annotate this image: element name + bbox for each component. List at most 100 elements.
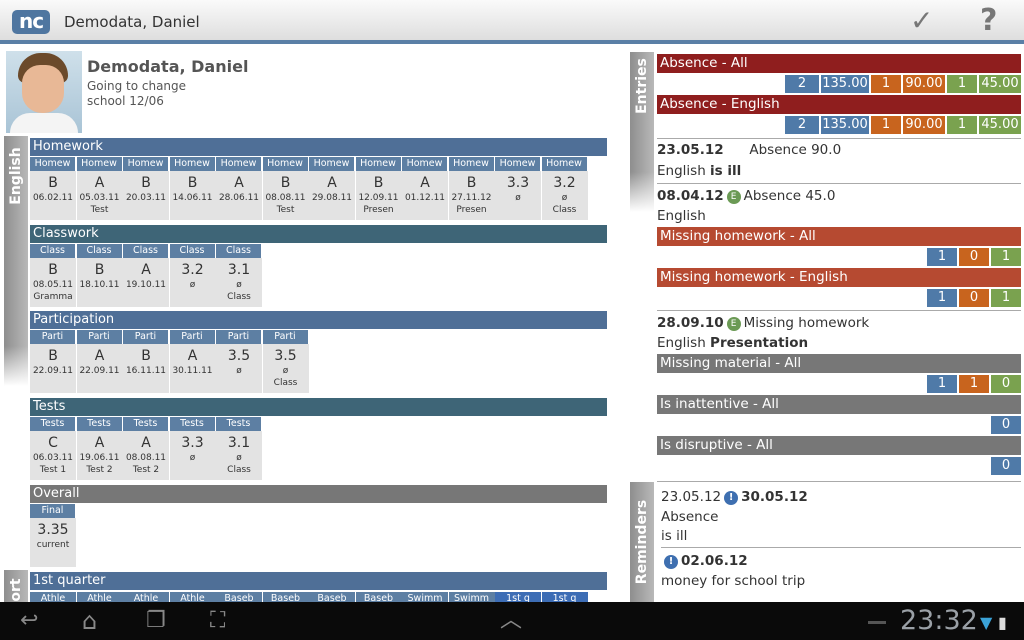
grade-date: 01.12.11 [404,193,446,203]
grade-cell[interactable]: Parti B 16.11.11 [123,330,169,393]
section-homework-header[interactable]: Homework [30,138,607,156]
grade-cell-header: Homew [402,157,448,171]
entries-tab[interactable]: Entries [630,52,654,212]
grade-value: A [234,175,244,191]
absence-english-header[interactable]: Absence - English [657,95,1021,114]
grade-cell[interactable]: Class B 08.05.11 Gramma [30,244,76,307]
grade-cell-header: Parti [169,330,216,344]
grade-value: A [94,435,105,451]
entry-comment: Presentation [710,335,809,351]
inattentive-all-header[interactable]: Is inattentive - All [657,395,1021,414]
grade-cell[interactable]: Final 3.35 current [30,504,76,567]
grade-cell[interactable]: Homew A 28.06.11 [216,157,262,220]
grade-cell[interactable]: Homew A 29.08.11 [309,157,355,220]
grade-cell[interactable]: Homew B 20.03.11 [123,157,169,220]
grades-panel[interactable]: Demodata, Daniel Going to change school … [0,48,628,602]
grade-cell[interactable]: Homew A 01.12.11 [402,157,448,220]
entry-text: Missing homework [743,315,870,331]
grade-cell[interactable]: Homew 3.3 ø [495,157,541,220]
section-quarter-header[interactable]: 1st quarter [30,572,607,590]
grade-cell[interactable]: Tests C 06.03.11 Test 1 [30,417,76,480]
grade-value: B [466,175,477,191]
grade-cell[interactable]: Homew B 12.09.11 Presen [355,157,402,220]
absence-all-header[interactable]: Absence - All [657,54,1021,73]
disruptive-all-counts: 0 [989,457,1021,475]
count-badge: 1 [927,248,957,266]
grade-comment: Presen [363,205,394,215]
sport-column-header: Athle [30,592,76,602]
section-tests-header[interactable]: Tests [30,398,607,416]
count-badge: 2 [785,116,819,134]
sport-column-header: 1st q [495,592,541,602]
grade-value: 3.1 [227,262,251,278]
reminder-to-date: 30.05.12 [741,489,808,505]
grade-cell[interactable]: Parti A 30.11.11 [169,330,216,393]
grade-date: 14.06.11 [172,193,213,203]
section-overall-header[interactable]: Overall [30,485,607,503]
entry-date: 28.09.10 [657,315,724,331]
grade-cell-header: Class [216,244,262,258]
entries-panel[interactable]: Entries Absence - All 2 135.00 1 90.00 1… [630,48,1024,602]
missing-homework-all-header[interactable]: Missing homework - All [657,227,1021,246]
back-icon[interactable]: ↩ [20,608,39,633]
sport-column-header: Swimm [402,592,448,602]
grade-comment: Presen [456,205,487,215]
grade-cell-header: Tests [30,417,76,431]
grade-value: B [280,175,291,191]
check-icon[interactable]: ✓ [910,4,934,37]
grade-date: ø [561,193,568,203]
subject-tab-sport[interactable]: ort [4,570,28,602]
grade-cell[interactable]: Tests 3.1 ø Class [216,417,262,480]
tests-grades: Tests C 06.03.11 Test 1 Tests A 19.06.11 Test 2… [30,417,263,480]
grade-comment: Test 1 [39,465,67,475]
chevron-up-icon[interactable]: ︿ [500,608,523,633]
grade-cell[interactable]: Class 3.1 ø Class [216,244,262,307]
section-classwork-header[interactable]: Classwork [30,225,607,243]
grade-cell[interactable]: Tests 3.3 ø [169,417,216,480]
entry-item[interactable]: 08.04.12 E Absence 45.0 [657,188,835,204]
clock[interactable]: 23:32 [900,605,978,636]
grade-cell[interactable]: Homew B 27.11.12 Presen [448,157,495,220]
grade-cell[interactable]: Class 3.2 ø [169,244,216,307]
grade-cell[interactable]: Parti 3.5 ø Class [262,330,309,393]
grade-cell[interactable]: Homew B 08.08.11 Test [262,157,309,220]
subject-tab-english[interactable]: English [4,136,28,386]
reminder-item[interactable]: 23.05.12! 30.05.12 [661,489,808,505]
recent-apps-icon[interactable]: ❐ [146,608,166,633]
help-icon[interactable]: ? [980,3,998,38]
excused-icon: E [726,190,741,204]
entry-item[interactable]: 23.05.12 Absence 90.0 [657,142,841,158]
screenshot-icon[interactable]: ⛶ [210,608,226,633]
grade-value: B [48,262,58,278]
grade-cell[interactable]: Parti A 22.09.11 [76,330,123,393]
grade-cell[interactable]: Homew B 14.06.11 [169,157,216,220]
grade-date: 05.03.11 [79,193,120,203]
grade-cell[interactable]: Class B 18.10.11 [76,244,123,307]
section-participation-header[interactable]: Participation [30,311,607,329]
grade-value: A [94,175,105,191]
missing-homework-english-counts: 1 0 1 [925,289,1021,307]
sport-column-header: Baseb [309,592,355,602]
grade-cell[interactable]: Tests A 19.06.11 Test 2 [76,417,123,480]
grade-cell[interactable]: Homew 3.2 ø Class [541,157,588,220]
grade-cell[interactable]: Parti 3.5 ø [216,330,262,393]
entry-item[interactable]: 28.09.10 E Missing homework [657,315,869,331]
disruptive-all-header[interactable]: Is disruptive - All [657,436,1021,455]
count-badge: 0 [991,457,1021,475]
grade-cell-header: Parti [123,330,169,344]
grade-cell[interactable]: Class A 19.10.11 [123,244,169,307]
grade-cell[interactable]: Homew A 05.03.11 Test [76,157,123,220]
grade-cell[interactable]: Tests A 08.08.11 Test 2 [123,417,169,480]
missing-material-all-header[interactable]: Missing material - All [657,354,1021,373]
missing-homework-english-header[interactable]: Missing homework - English [657,268,1021,287]
app-logo[interactable]: nc [12,10,50,34]
grade-cell[interactable]: Homew B 06.02.11 [30,157,76,220]
grade-cell[interactable]: Parti B 22.09.11 [30,330,76,393]
reminder-item[interactable]: ! 02.06.12 [661,553,748,569]
reminder-from-date: 23.05.12 [661,489,722,505]
count-badge: 1 [927,289,957,307]
home-icon[interactable]: ⌂ [82,607,98,635]
grade-cell-header: Homew [448,157,495,171]
reminders-tab[interactable]: Reminders [630,482,654,602]
battery-icon: ▮ [998,613,1007,632]
